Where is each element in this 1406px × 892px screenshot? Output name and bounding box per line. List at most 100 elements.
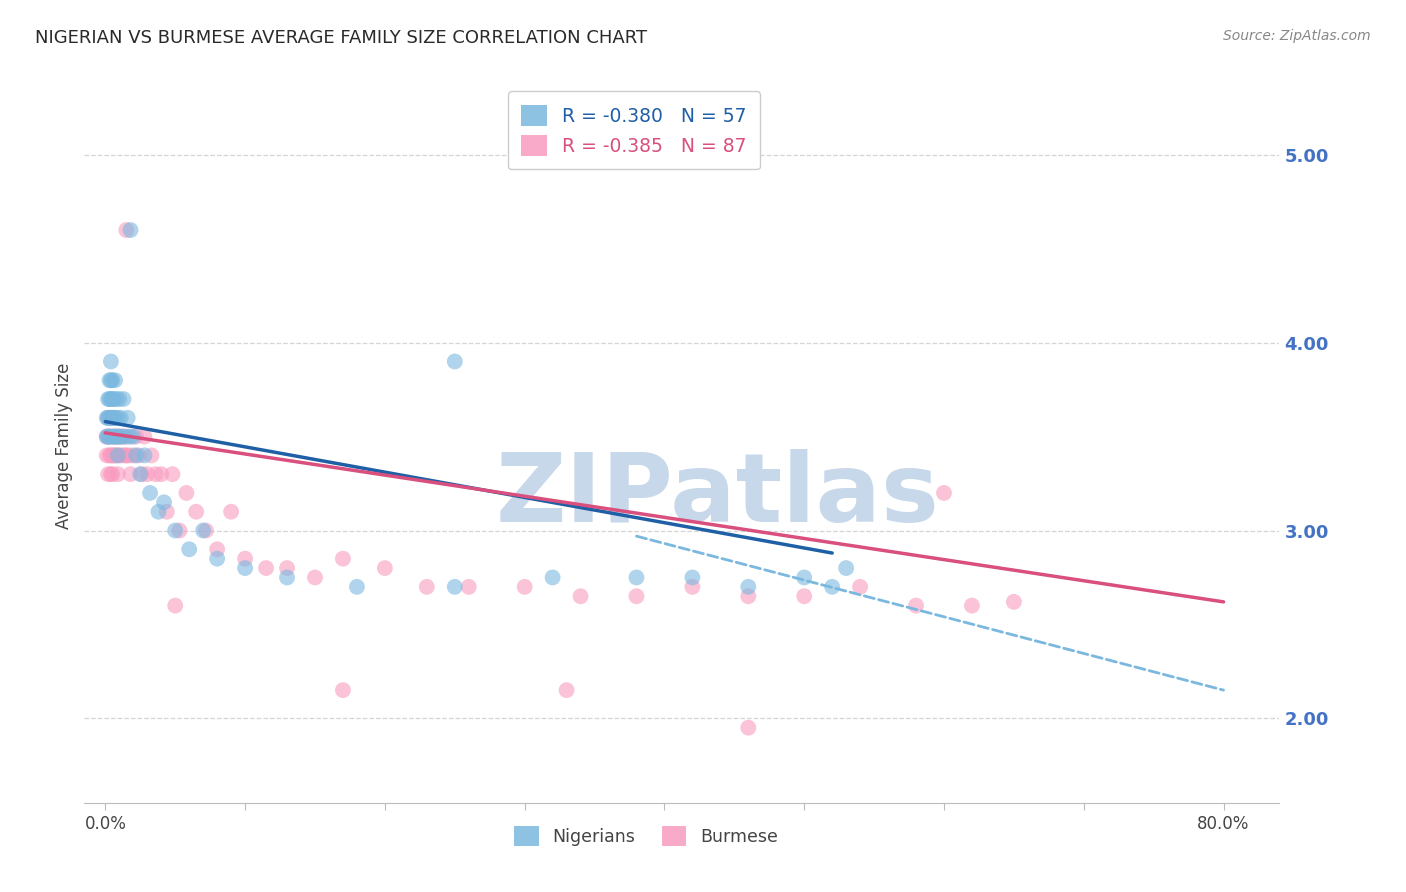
Point <box>118 449 141 463</box>
Point <box>139 486 162 500</box>
Point <box>932 486 955 500</box>
Point <box>122 449 145 463</box>
Point <box>156 505 179 519</box>
Point <box>101 373 124 387</box>
Legend: Nigerians, Burmese: Nigerians, Burmese <box>506 817 786 855</box>
Point <box>186 505 208 519</box>
Point <box>276 561 298 575</box>
Point <box>97 467 120 482</box>
Point <box>125 449 148 463</box>
Text: ZIPatlas: ZIPatlas <box>496 450 939 542</box>
Point <box>681 580 703 594</box>
Point <box>304 570 326 584</box>
Point <box>112 429 135 443</box>
Point <box>98 410 121 425</box>
Point <box>98 392 121 406</box>
Point <box>134 429 156 443</box>
Point <box>103 410 125 425</box>
Point <box>96 429 118 443</box>
Point <box>104 429 127 443</box>
Point <box>107 449 129 463</box>
Point <box>737 580 759 594</box>
Point <box>821 580 844 594</box>
Point <box>103 429 125 443</box>
Point <box>793 570 815 584</box>
Point <box>101 467 124 482</box>
Point <box>107 429 129 443</box>
Point <box>103 429 125 443</box>
Point <box>346 580 368 594</box>
Point <box>100 429 122 443</box>
Point <box>254 561 277 575</box>
Point <box>457 580 479 594</box>
Point <box>205 542 228 557</box>
Point <box>103 449 125 463</box>
Point <box>103 392 125 406</box>
Point <box>105 429 128 443</box>
Point <box>626 589 648 603</box>
Text: NIGERIAN VS BURMESE AVERAGE FAMILY SIZE CORRELATION CHART: NIGERIAN VS BURMESE AVERAGE FAMILY SIZE … <box>35 29 647 46</box>
Point <box>108 429 131 443</box>
Point <box>108 429 131 443</box>
Point <box>276 570 298 584</box>
Point <box>115 223 138 237</box>
Point <box>120 223 142 237</box>
Point <box>849 580 872 594</box>
Point <box>97 410 120 425</box>
Point <box>98 429 121 443</box>
Point <box>165 599 187 613</box>
Point <box>96 410 118 425</box>
Point <box>115 449 138 463</box>
Point <box>176 486 198 500</box>
Point <box>96 429 118 443</box>
Point <box>165 524 187 538</box>
Point <box>111 429 134 443</box>
Point <box>114 429 136 443</box>
Point <box>205 551 228 566</box>
Point <box>98 429 121 443</box>
Point <box>835 561 858 575</box>
Point <box>179 542 201 557</box>
Y-axis label: Average Family Size: Average Family Size <box>55 363 73 529</box>
Point <box>737 589 759 603</box>
Point <box>233 561 256 575</box>
Point <box>108 392 131 406</box>
Point <box>332 683 354 698</box>
Point <box>793 589 815 603</box>
Point <box>131 467 153 482</box>
Point <box>112 392 135 406</box>
Point <box>107 410 129 425</box>
Point <box>626 570 648 584</box>
Point <box>110 429 132 443</box>
Point <box>101 449 124 463</box>
Point <box>1002 595 1025 609</box>
Point <box>101 392 124 406</box>
Point <box>125 429 148 443</box>
Point <box>569 589 592 603</box>
Point <box>141 449 163 463</box>
Point <box>108 449 131 463</box>
Point <box>110 410 132 425</box>
Point <box>98 373 121 387</box>
Point <box>416 580 439 594</box>
Point <box>100 392 122 406</box>
Point <box>219 505 242 519</box>
Point <box>104 410 127 425</box>
Point <box>905 599 928 613</box>
Point <box>145 467 167 482</box>
Point <box>129 467 152 482</box>
Point <box>960 599 983 613</box>
Point <box>737 721 759 735</box>
Point <box>111 449 134 463</box>
Point <box>162 467 184 482</box>
Point <box>114 449 136 463</box>
Point <box>120 429 142 443</box>
Point <box>233 551 256 566</box>
Point <box>101 410 124 425</box>
Point <box>105 449 128 463</box>
Point <box>100 354 122 368</box>
Point <box>97 392 120 406</box>
Point <box>97 410 120 425</box>
Point <box>443 354 465 368</box>
Point <box>104 449 127 463</box>
